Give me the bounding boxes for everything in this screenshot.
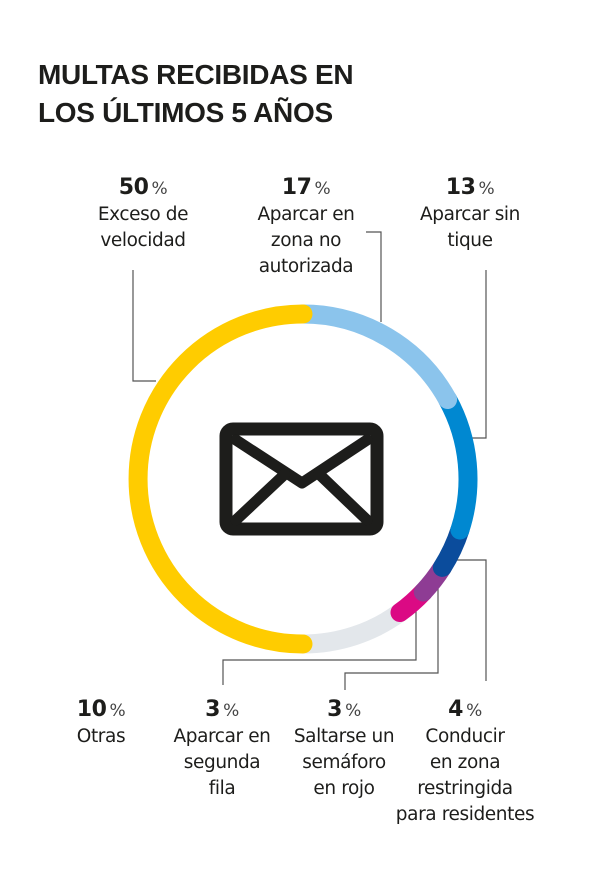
label-otras: 10% Otras — [16, 697, 186, 750]
leader-line-semaforo — [344, 585, 439, 690]
text-segunda-fila: Aparcar en segunda fila — [173, 726, 271, 799]
donut-slice-0 — [293, 304, 458, 410]
title-line-2: LOS ÚLTIMOS 5 AÑOS — [38, 97, 333, 128]
unit: % — [109, 701, 126, 721]
unit: % — [345, 701, 361, 721]
unit: % — [314, 179, 331, 199]
value-sin-tique: 13 — [445, 175, 476, 200]
leader-line-exceso — [132, 270, 156, 382]
value-zona-no-autorizada: 17 — [281, 175, 312, 200]
value-semaforo: 3 — [327, 697, 343, 722]
title-line-1: MULTAS RECIBIDAS EN — [38, 59, 354, 90]
text-exceso: Exceso de velocidad — [97, 204, 189, 251]
text-zona-no-autorizada: Aparcar en zona no autorizada — [257, 204, 355, 277]
unit: % — [223, 701, 239, 721]
label-semaforo: 3% Saltarse un semáforo en rojo — [259, 697, 429, 802]
unit: % — [478, 179, 495, 199]
label-segunda-fila: 3% Aparcar en segunda fila — [137, 697, 307, 802]
text-zona-restringida: Conducir en zona restringida para reside… — [395, 726, 535, 825]
value-zona-restringida: 4 — [448, 697, 464, 722]
donut-slice-6 — [128, 304, 313, 654]
unit: % — [466, 701, 482, 721]
value-segunda-fila: 3 — [205, 697, 221, 722]
value-exceso: 50 — [118, 175, 149, 200]
donut-slice-5 — [302, 604, 406, 654]
label-sin-tique: 13% Aparcar sin tique — [385, 175, 555, 254]
leader-line-zona-no-autorizada — [366, 231, 382, 322]
label-exceso-velocidad: 50% Exceso de velocidad — [58, 175, 228, 254]
donut-slice-1 — [438, 390, 478, 540]
unit-exceso: % — [151, 179, 168, 199]
chart-title: MULTAS RECIBIDAS EN LOS ÚLTIMOS 5 AÑOS — [38, 56, 354, 132]
leader-line-segunda-fila — [222, 600, 417, 685]
leader-line-sin-tique — [472, 270, 487, 439]
label-zona-no-autorizada: 17% Aparcar en zona no autorizada — [221, 175, 391, 280]
envelope-icon — [219, 422, 384, 536]
text-otras: Otras — [76, 726, 126, 747]
leader-line-zona-restringida — [452, 559, 487, 681]
text-sin-tique: Aparcar sin tique — [419, 204, 521, 251]
value-otras: 10 — [76, 697, 107, 722]
text-semaforo: Saltarse un semáforo en rojo — [293, 726, 395, 799]
label-zona-restringida: 4% Conducir en zona restringida para res… — [380, 697, 550, 828]
